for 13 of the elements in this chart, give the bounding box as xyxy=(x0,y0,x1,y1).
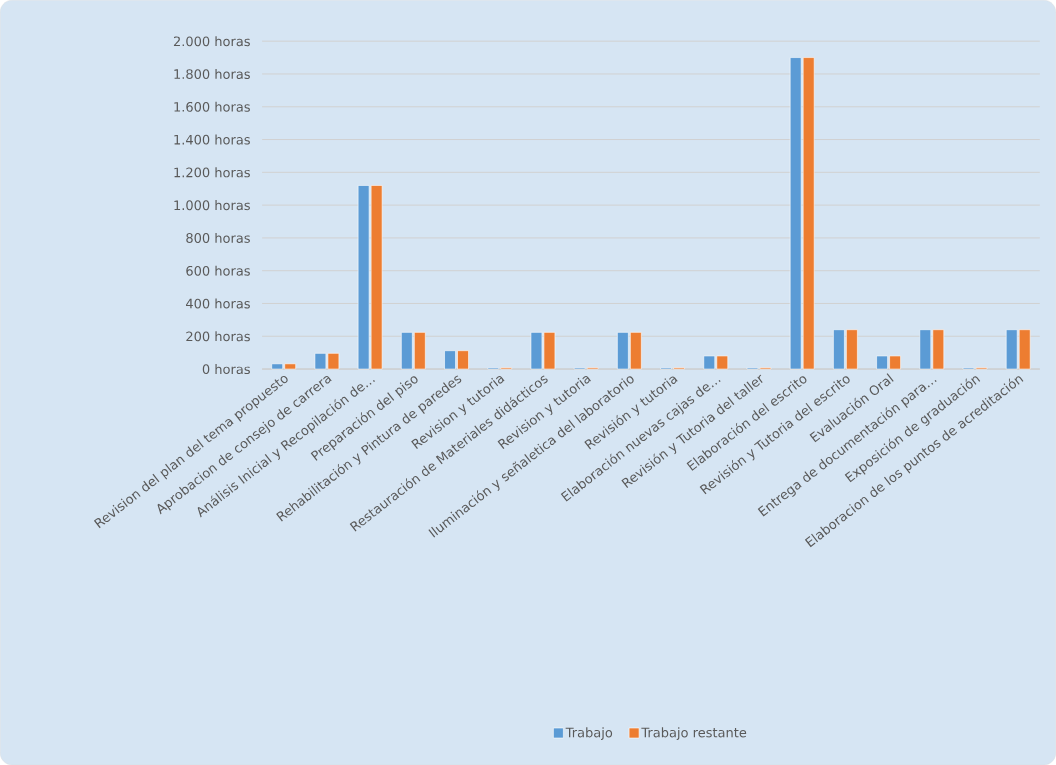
y-tick-label: 1.000 horas xyxy=(174,200,250,211)
y-tick-label: 1.200 horas xyxy=(174,167,250,178)
y-tick-label: 400 horas xyxy=(186,298,250,309)
y-tick-label: 600 horas xyxy=(186,265,250,276)
y-tick-label: 200 horas xyxy=(186,331,250,342)
y-tick-label: 800 horas xyxy=(186,232,250,243)
y-tick-label: 0 horas xyxy=(202,363,250,375)
y-tick-label: 2.000 horas xyxy=(173,36,250,47)
legend-label: Trabajo restante xyxy=(641,727,747,740)
legend-label: Trabajo xyxy=(565,727,613,740)
y-tick-label: 1.800 horas xyxy=(174,68,250,79)
y-tick-label: 1.400 horas xyxy=(174,134,250,145)
y-tick-label: 1.600 horas xyxy=(174,101,250,112)
